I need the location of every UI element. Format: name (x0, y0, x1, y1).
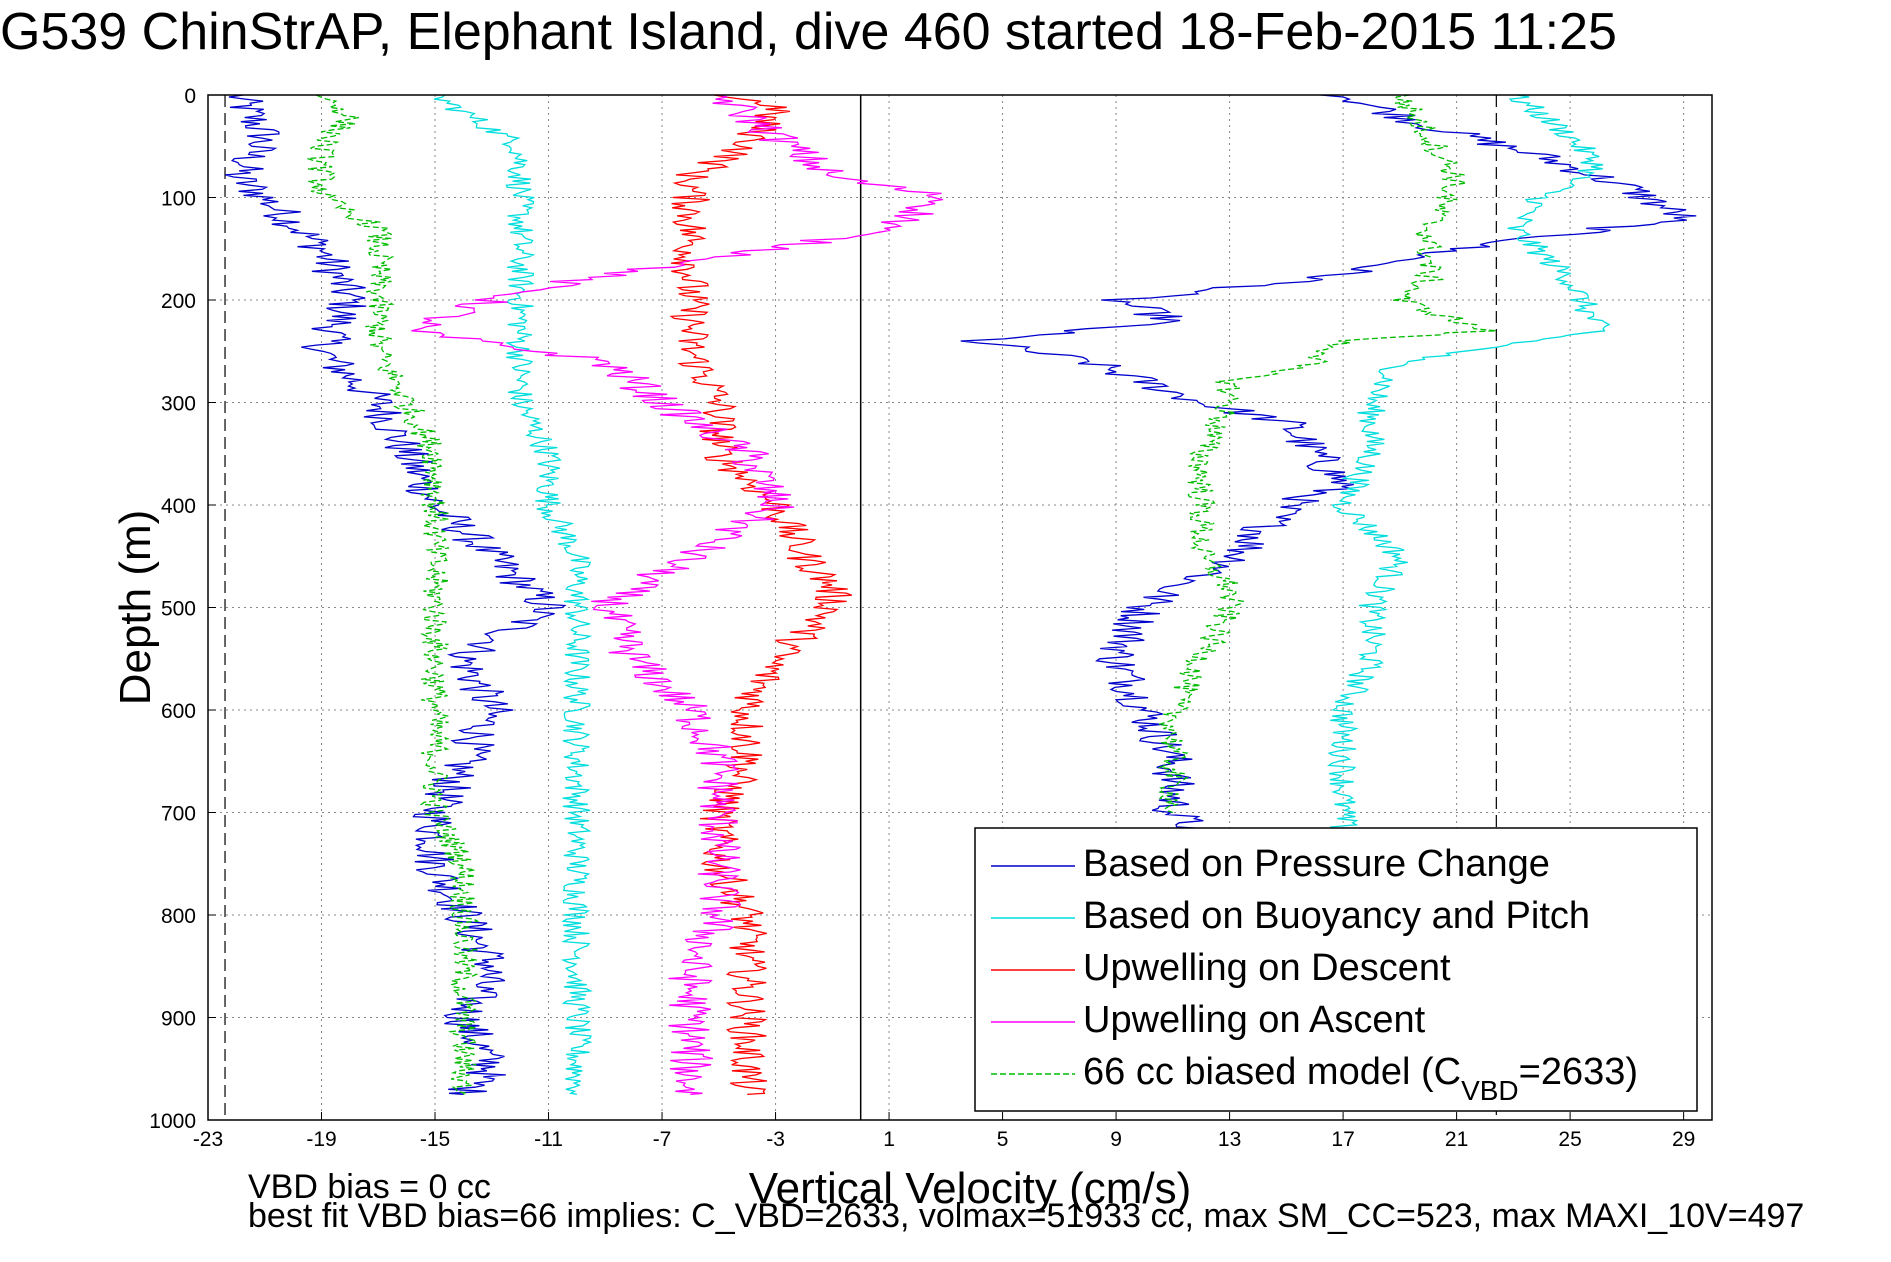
y-tick-label: 100 (161, 188, 196, 211)
series-upwelling-on-descent (669, 94, 853, 1096)
footer-vbd-bias: VBD bias = 0 cc (248, 1168, 491, 1206)
y-tick-label: 500 (161, 598, 196, 621)
x-tick-label: -3 (766, 1128, 785, 1151)
x-tick-label: -15 (420, 1128, 450, 1151)
legend-label: Upwelling on Ascent (1083, 999, 1426, 1041)
y-tick-label: 300 (161, 393, 196, 416)
y-tick-label: 200 (161, 290, 196, 313)
x-tick-label: 9 (1110, 1128, 1122, 1151)
series-line (225, 94, 567, 1096)
legend-label: Upwelling on Descent (1083, 947, 1451, 989)
x-tick-label: 5 (997, 1128, 1009, 1151)
x-tick-label: 25 (1558, 1128, 1581, 1151)
series-based-on-buoyancy-and-pitch (433, 94, 1611, 1096)
x-tick-label: -7 (653, 1128, 672, 1151)
x-tick-label: 21 (1445, 1128, 1468, 1151)
x-tick-label: -11 (534, 1128, 563, 1151)
plot-frame (207, 94, 1713, 1121)
series-line (433, 94, 593, 1096)
y-tick-label: 700 (161, 803, 196, 826)
series-line (1327, 94, 1611, 834)
chart-title: G539 ChinStrAP, Elephant Island, dive 46… (0, 3, 1617, 61)
y-tick-labels: 0 100 200 300 400 500 600 700 800 900 1000 (149, 85, 196, 1133)
series-group (225, 94, 1697, 1096)
legend-label: Based on Buoyancy and Pitch (1083, 895, 1590, 937)
series-line (307, 94, 480, 1096)
x-tick-label: 13 (1218, 1128, 1241, 1151)
y-tick-label: 1000 (149, 1110, 196, 1133)
x-tick-label: 17 (1331, 1128, 1354, 1151)
x-tick-labels: -23 -19 -15 -11 -7 -3 1 5 9 13 17 21 25 29 (193, 1128, 1695, 1151)
series-upwelling-on-ascent (411, 94, 943, 1096)
series-66-cc-biased-model-c-vbd-2633- (307, 94, 1497, 1096)
y-tick-label: 400 (161, 495, 196, 518)
y-tick-label: 600 (161, 700, 196, 723)
footer-best-fit: best fit VBD bias=66 implies: C_VBD=2633… (248, 1197, 1805, 1235)
x-tick-label: 1 (883, 1128, 895, 1151)
series-based-on-pressure-change (225, 94, 1697, 1096)
series-line (669, 94, 853, 1096)
legend-box (974, 827, 1698, 1112)
x-tick-label: -19 (306, 1128, 336, 1151)
x-axis-label: Vertical Velocity (cm/s) (749, 1164, 1192, 1213)
series-line (411, 94, 943, 1096)
series-line (1157, 94, 1497, 814)
y-tick-label: 0 (184, 85, 196, 108)
series-line (960, 94, 1697, 834)
legend: Based on Pressure Change Based on Buoyanc… (974, 827, 1698, 1112)
y-tick-label: 900 (161, 1008, 196, 1031)
y-tick-label: 800 (161, 905, 196, 928)
legend-label: Based on Pressure Change (1083, 843, 1550, 885)
x-tick-label: 29 (1672, 1128, 1695, 1151)
x-tick-label: -23 (193, 1128, 223, 1151)
y-axis-label: Depth (m) (111, 510, 160, 706)
